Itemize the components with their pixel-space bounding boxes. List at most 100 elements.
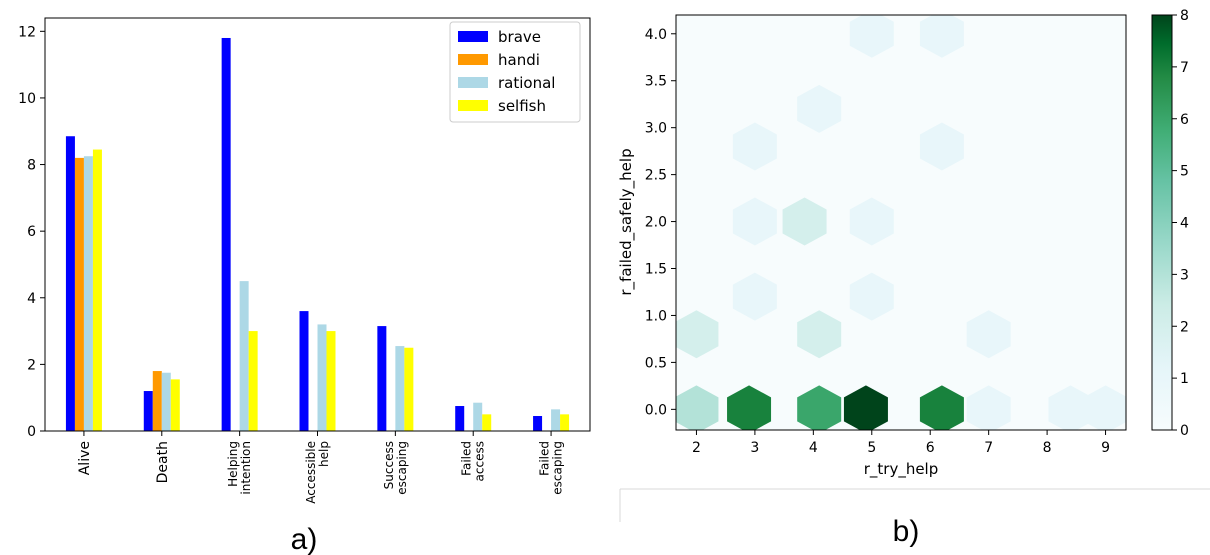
hexbin-plot-frame: [675, 14, 1127, 431]
hex-cell-5: [966, 385, 1011, 430]
hexbin-y-axis: 0.0 0.5 1.0 1.5 2.0 2.5 3.0 3.5 4.0: [645, 27, 676, 418]
hex-xtick-label-0: 2: [692, 440, 701, 456]
legend-label-brave: brave: [498, 28, 541, 46]
hex-ytick-label-7: 3.5: [645, 74, 667, 90]
panel-label-b: b): [893, 515, 920, 548]
hex-ytick-label-3: 1.5: [645, 262, 667, 278]
bar-xtick-text-4-0: Success: [382, 441, 396, 489]
hexbin-y-axis-label: r_failed_safely_help: [617, 148, 636, 295]
bar-ytick-label-0: 0: [27, 424, 36, 440]
bar-xtick-label-5: Failed access: [460, 441, 487, 481]
hexbin-cells: [676, 15, 1126, 430]
bar-y-axis: 0 2 4 6 8 10 12: [18, 24, 45, 440]
hex-xtick-label-2: 4: [809, 440, 818, 456]
colorbar-tick-label-8: 8: [1180, 8, 1189, 24]
hex-cell-0: [676, 385, 719, 430]
bar-ytick-label-1: 2: [27, 357, 36, 373]
hex-ytick-label-6: 3.0: [645, 121, 667, 137]
bar-ytick-label-4: 8: [27, 158, 36, 174]
legend-label-handi: handi: [498, 51, 540, 69]
hex-cell-2: [797, 385, 842, 430]
hex-cell-1: [727, 385, 772, 430]
hex-xtick-label-7: 9: [1101, 440, 1110, 456]
bar-xtick-text-3-0: Accessible: [304, 441, 318, 504]
bar-selfish-0: [92, 149, 102, 431]
bar-xtick-label-6: Failed escaping: [538, 441, 565, 495]
bar-rational-2: [239, 281, 249, 431]
hex-ytick-label-1: 0.5: [645, 355, 667, 371]
hex-cell-15: [849, 197, 894, 246]
hex-xtick-label-5: 7: [984, 440, 993, 456]
hex-cell-10: [966, 310, 1011, 359]
hexbin-x-axis: 2 3 4 5 6 7 8 9: [692, 430, 1110, 456]
colorbar-gradient: [1151, 14, 1173, 431]
bar-xtick-label-3: Accessible help: [304, 441, 331, 504]
bar-ytick-label-5: 10: [18, 91, 36, 107]
bar-selfish-3: [326, 331, 336, 431]
hex-cell-9: [797, 310, 842, 359]
bar-legend-frame: [449, 21, 581, 123]
bar-xtick-text-2-0: Helping: [226, 441, 240, 487]
bar-brave-3: [299, 311, 309, 431]
bar-rational-6: [551, 409, 561, 431]
hex-xtick-label-3: 5: [867, 440, 876, 456]
hex-xtick-label-6: 8: [1043, 440, 1052, 456]
bar-selfish-1: [170, 379, 180, 431]
bar-xtick-text-0-0: Alive: [77, 441, 93, 475]
colorbar-tick-label-2: 2: [1180, 319, 1189, 335]
bar-xtick-text-1-0: Death: [155, 441, 171, 483]
colorbar-ticks: 0 1 2 3 4 5 6 7 8: [1172, 8, 1189, 439]
bar-ytick-label-2: 4: [27, 291, 36, 307]
hex-cell-6: [1048, 385, 1093, 430]
bar-xtick-label-4: Success escaping: [382, 441, 409, 495]
bar-rational-0: [83, 156, 93, 431]
hex-cell-8: [676, 310, 719, 359]
legend-swatch-rational: [458, 77, 488, 88]
legend-label-selfish: selfish: [498, 97, 546, 115]
hexbin-chart: 2 3 4 5 6 7 8 9 0.0 0.5 1.0 1.5 2.0 2.5 3.0 3.5 4.0 r_t…: [617, 8, 1210, 522]
colorbar-tick-label-4: 4: [1180, 216, 1189, 232]
bar-xtick-text-4-1: escaping: [395, 441, 409, 495]
hex-cell-13: [732, 197, 777, 246]
legend-swatch-selfish: [458, 100, 488, 111]
bar-rational-4: [395, 346, 405, 431]
bar-ytick-label-3: 6: [27, 224, 36, 240]
hex-cell-7: [1083, 385, 1126, 430]
hex-cell-12: [849, 272, 894, 321]
hex-xtick-label-1: 3: [750, 440, 759, 456]
bar-xtick-text-3-1: help: [317, 441, 331, 467]
bar-legend: brave handi rational selfish: [449, 21, 581, 123]
hex-cell-20: [919, 15, 964, 58]
bar-rational-3: [317, 324, 327, 431]
bar-rational-1: [161, 372, 171, 431]
panel-label-a: a): [291, 523, 318, 555]
bar-selfish-2: [248, 331, 258, 431]
colorbar-tick-label-3: 3: [1180, 267, 1189, 283]
bar-plot-area: [44, 17, 591, 432]
bar-xtick-text-5-1: access: [473, 441, 487, 481]
colorbar-tick-label-6: 6: [1180, 112, 1189, 128]
colorbar-tick-label-1: 1: [1180, 371, 1189, 387]
bar-handi-1: [152, 371, 162, 431]
bar-selfish-5: [482, 414, 492, 431]
bar-ytick-label-6: 12: [18, 24, 36, 40]
legend-swatch-handi: [458, 54, 488, 65]
bar-x-axis: Alive Death Helping intention Accessible help…: [77, 431, 565, 504]
hex-ytick-label-2: 1.0: [645, 308, 667, 324]
hex-cell-11: [732, 272, 777, 321]
hex-cell-4: [919, 385, 964, 430]
bar-selfish-6: [560, 414, 570, 431]
bar-brave-5: [455, 406, 465, 431]
bar-brave-2: [221, 37, 231, 431]
hex-ytick-label-0: 0.0: [645, 402, 667, 418]
bar-brave-1: [143, 391, 153, 431]
hex-cell-17: [919, 122, 964, 171]
bar-brave-0: [65, 136, 75, 431]
hex-cell-3: [843, 385, 888, 430]
bar-xtick-text-6-0: Failed: [538, 441, 552, 476]
bar-chart: 0 2 4 6 8 10 12 Alive Death Helping intention Acce…: [18, 17, 591, 504]
bar-xtick-text-5-0: Failed: [460, 441, 474, 476]
bar-handi-0: [74, 157, 84, 432]
hex-ytick-label-4: 2.0: [645, 215, 667, 231]
